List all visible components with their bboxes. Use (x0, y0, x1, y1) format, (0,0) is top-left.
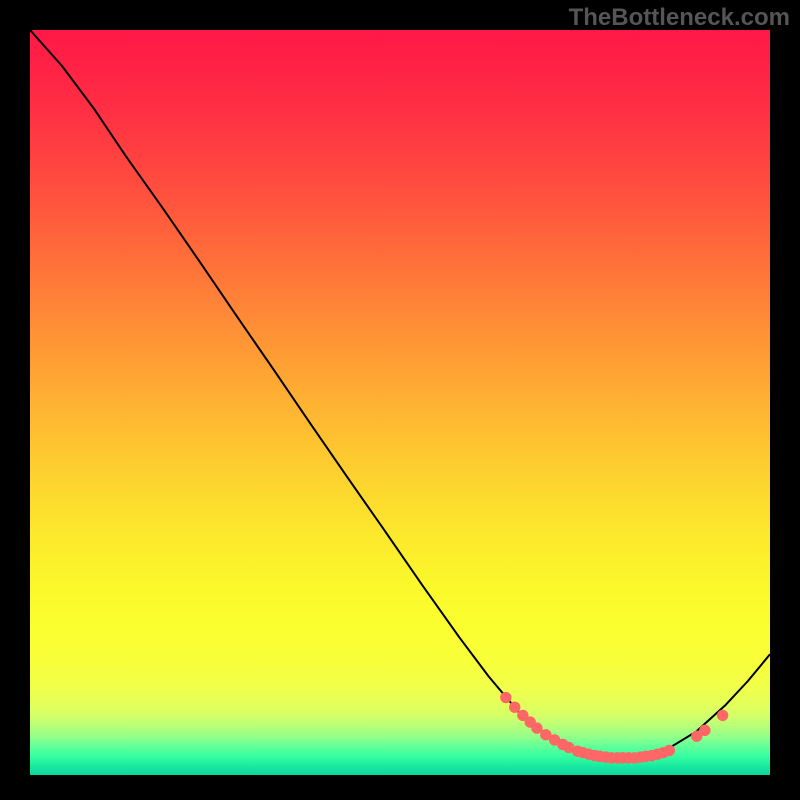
data-marker (700, 725, 710, 735)
data-marker (532, 723, 542, 733)
data-marker (664, 745, 674, 755)
gradient-background (30, 30, 770, 775)
heatmap-curve-chart (30, 30, 770, 775)
data-marker (501, 692, 511, 702)
data-marker (510, 702, 520, 712)
data-marker (717, 710, 727, 720)
plot-area (30, 30, 770, 775)
watermark-text: TheBottleneck.com (569, 4, 790, 32)
